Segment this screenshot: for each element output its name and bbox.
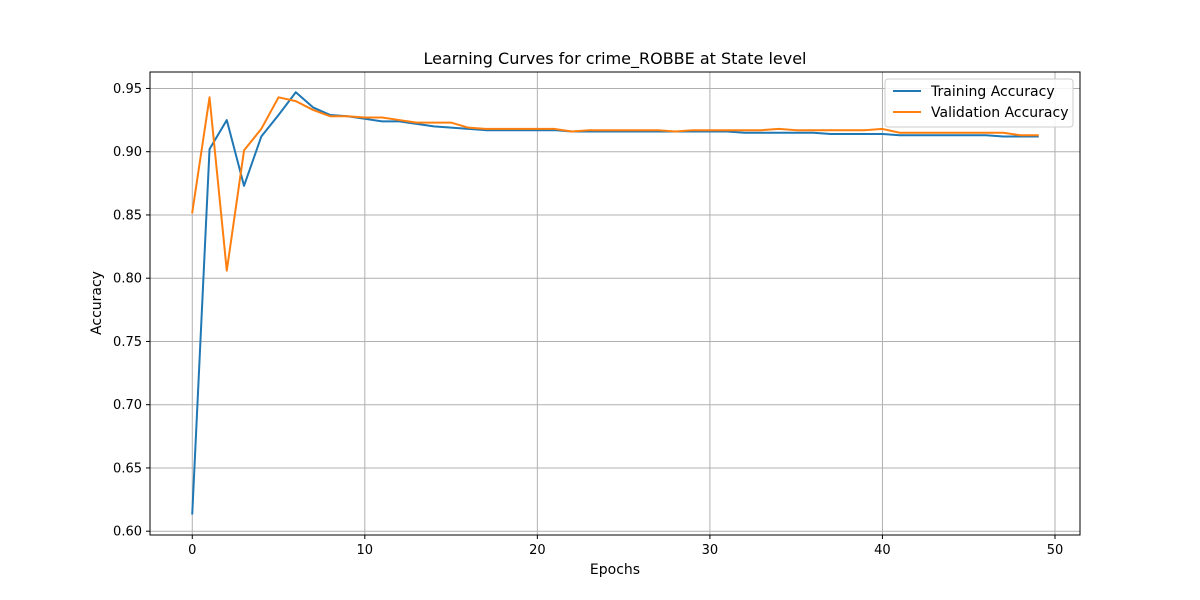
x-axis-label: Epochs — [590, 562, 640, 578]
x-tick-label: 30 — [702, 543, 719, 558]
grid-lines — [150, 72, 1080, 535]
y-tick-label: 0.70 — [113, 398, 142, 413]
y-tick-label: 0.75 — [113, 335, 142, 350]
y-tick-label: 0.65 — [113, 461, 142, 476]
legend-label: Validation Accuracy — [931, 105, 1069, 121]
plot-area-frame — [149, 71, 1081, 536]
x-tick-label: 50 — [1047, 543, 1064, 558]
y-tick-label: 0.60 — [113, 525, 142, 540]
legend: Training Accuracy Validation Accuracy — [884, 78, 1074, 128]
x-tick-label: 40 — [874, 543, 891, 558]
x-tick-label: 20 — [529, 543, 546, 558]
x-tick-label: 0 — [188, 543, 196, 558]
y-tick-label: 0.90 — [113, 145, 142, 160]
axis-ticks: 0 10 20 30 40 50 0.60 0.65 0.70 0.75 0.80 0.85 0.90 0… — [113, 82, 1063, 558]
x-tick-label: 10 — [357, 543, 374, 558]
chart-title: Learning Curves for crime_ROBBE at State… — [423, 49, 806, 69]
series-line-validation-accuracy — [191, 96, 1039, 272]
y-tick-label: 0.95 — [113, 82, 142, 97]
y-axis-label: Accuracy — [89, 271, 105, 335]
series-lines — [191, 91, 1039, 515]
y-tick-label: 0.80 — [113, 272, 142, 287]
legend-box — [884, 78, 1074, 128]
y-tick-label: 0.85 — [113, 208, 142, 223]
legend-label: Training Accuracy — [930, 84, 1055, 100]
series-line-training-accuracy — [191, 91, 1039, 515]
